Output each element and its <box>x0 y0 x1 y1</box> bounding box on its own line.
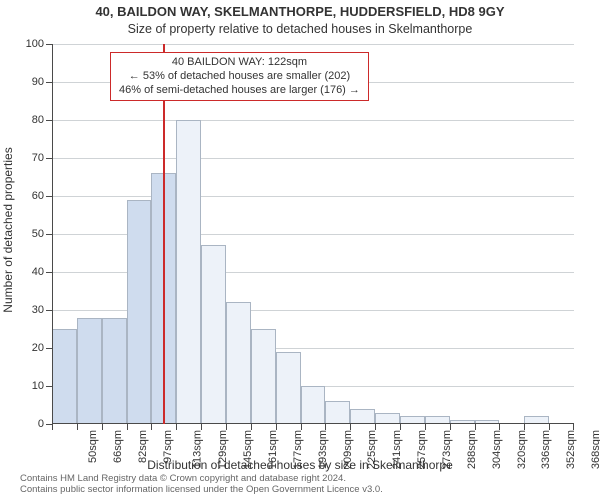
bar <box>325 401 350 424</box>
footer-text: Contains HM Land Registry data © Crown c… <box>20 474 383 496</box>
bar <box>102 318 127 424</box>
bar <box>251 329 276 424</box>
x-tick <box>276 424 277 430</box>
y-tick-label: 10 <box>32 380 52 392</box>
y-tick-label: 30 <box>32 304 52 316</box>
x-tick <box>475 424 476 430</box>
y-tick-label: 90 <box>32 76 52 88</box>
x-tick <box>425 424 426 430</box>
x-axis-line <box>52 423 574 424</box>
bar <box>350 409 375 424</box>
x-tick <box>450 424 451 430</box>
x-tick <box>176 424 177 430</box>
annotation-line1: 40 BAILDON WAY: 122sqm <box>119 56 360 70</box>
y-axis-label: Number of detached properties <box>1 147 15 312</box>
y-tick-label: 0 <box>38 418 52 430</box>
grid-line <box>52 120 574 121</box>
x-tick <box>251 424 252 430</box>
x-tick <box>549 424 550 430</box>
chart-title-main: 40, BAILDON WAY, SKELMANTHORPE, HUDDERSF… <box>0 4 600 19</box>
x-tick <box>226 424 227 430</box>
x-tick <box>127 424 128 430</box>
bar <box>301 386 326 424</box>
annotation-box: 40 BAILDON WAY: 122sqm← 53% of detached … <box>110 52 369 101</box>
bar <box>226 302 251 424</box>
y-tick-label: 40 <box>32 266 52 278</box>
x-tick <box>350 424 351 430</box>
x-tick <box>102 424 103 430</box>
bar <box>52 329 77 424</box>
grid-line <box>52 196 574 197</box>
x-tick <box>52 424 53 430</box>
x-tick <box>524 424 525 430</box>
bar <box>127 200 152 424</box>
x-tick <box>325 424 326 430</box>
bar <box>176 120 201 424</box>
annotation-line2: ← 53% of detached houses are smaller (20… <box>119 70 360 84</box>
chart-container: 40, BAILDON WAY, SKELMANTHORPE, HUDDERSF… <box>0 0 600 500</box>
x-tick <box>375 424 376 430</box>
y-tick-label: 100 <box>26 38 52 50</box>
x-tick <box>77 424 78 430</box>
grid-line <box>52 158 574 159</box>
x-tick <box>201 424 202 430</box>
y-axis-line <box>52 44 53 424</box>
x-tick <box>400 424 401 430</box>
bar <box>77 318 102 424</box>
y-tick-label: 50 <box>32 228 52 240</box>
x-axis-label: Distribution of detached houses by size … <box>0 458 600 472</box>
footer-line2: Contains public sector information licen… <box>20 485 383 496</box>
x-tick <box>301 424 302 430</box>
chart-title-sub: Size of property relative to detached ho… <box>0 22 600 36</box>
bar <box>276 352 301 424</box>
y-tick-label: 20 <box>32 342 52 354</box>
grid-line <box>52 44 574 45</box>
bar <box>201 245 226 424</box>
y-tick-label: 60 <box>32 190 52 202</box>
plot-area: 010203040506070809010050sqm66sqm82sqm97s… <box>52 44 574 424</box>
y-tick-label: 80 <box>32 114 52 126</box>
annotation-line3: 46% of semi-detached houses are larger (… <box>119 84 360 98</box>
y-tick-label: 70 <box>32 152 52 164</box>
x-tick <box>499 424 500 430</box>
x-tick <box>151 424 152 430</box>
x-tick <box>573 424 574 430</box>
